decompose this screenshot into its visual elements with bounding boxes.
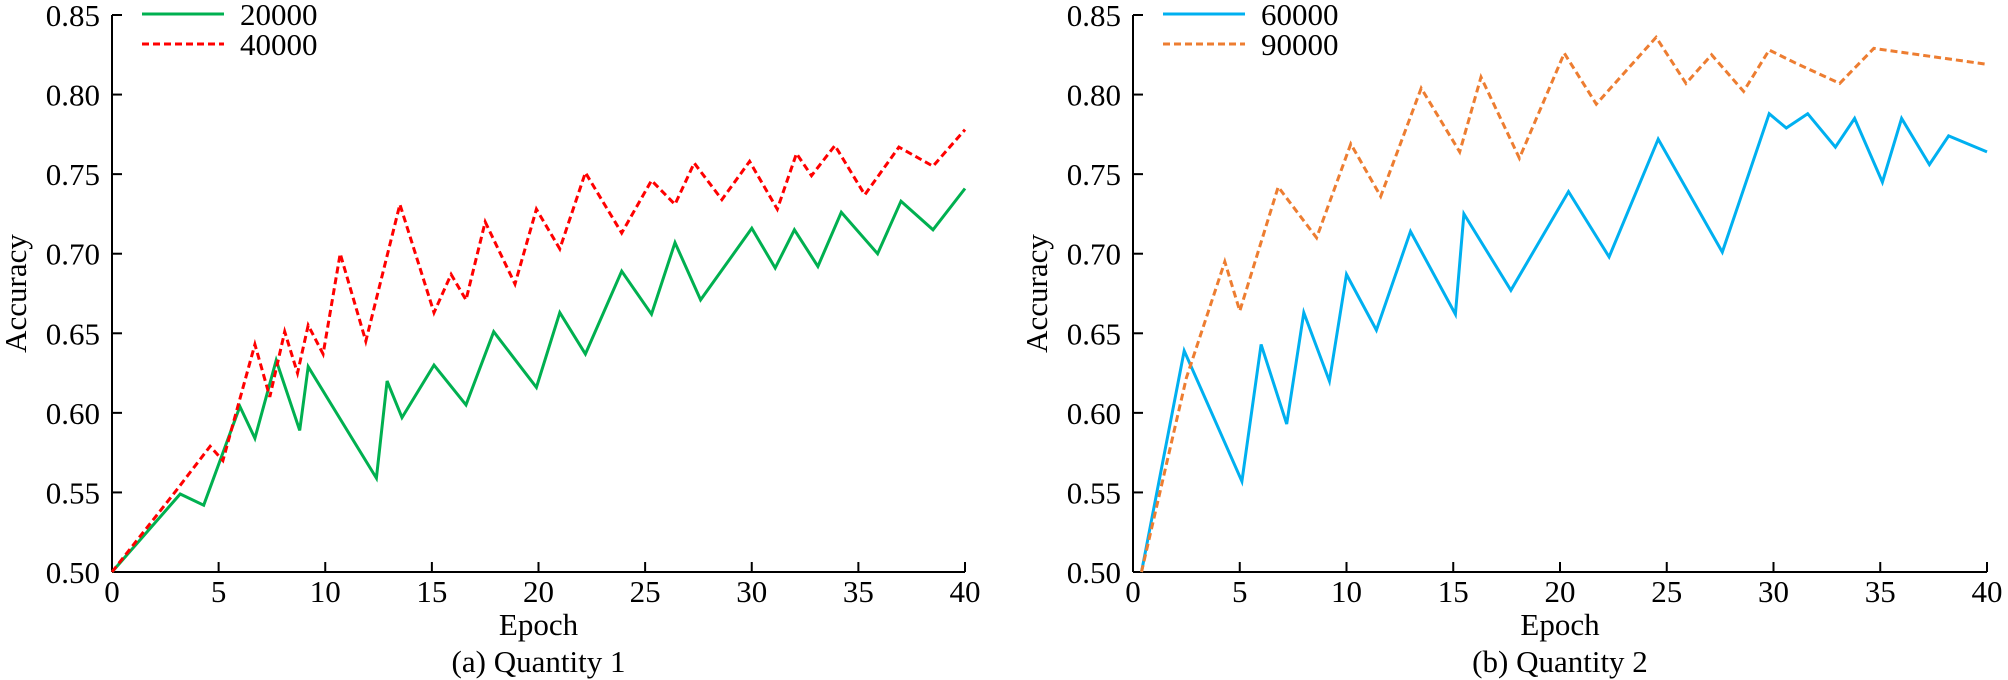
legend-label-90000: 90000	[1261, 27, 1339, 62]
x-tick-label: 0	[1125, 574, 1141, 609]
x-tick-label: 20	[523, 574, 554, 609]
x-tick-label: 30	[1758, 574, 1789, 609]
x-tick-label: 40	[950, 574, 981, 609]
y-tick-label: 0.50	[1067, 555, 1121, 590]
y-axis-title: Accuracy	[0, 234, 33, 353]
x-tick-label: 35	[843, 574, 874, 609]
y-tick-label: 0.70	[1067, 237, 1121, 272]
x-tick-label: 20	[1545, 574, 1576, 609]
x-tick-label: 10	[310, 574, 341, 609]
x-tick-label: 15	[416, 574, 447, 609]
x-axis-title: Epoch	[499, 607, 579, 642]
x-tick-label: 25	[1651, 574, 1682, 609]
y-tick-label: 0.50	[46, 555, 100, 590]
x-tick-label: 0	[104, 574, 120, 609]
y-tick-label: 0.80	[46, 78, 100, 113]
series-line-20000	[110, 187, 967, 573]
x-tick-label: 25	[630, 574, 661, 609]
x-axis-title: Epoch	[1520, 607, 1600, 642]
x-tick-label: 40	[1972, 574, 2003, 609]
y-tick-label: 0.60	[1067, 396, 1121, 431]
y-tick-label: 0.60	[46, 396, 100, 431]
series-line-40000	[110, 128, 967, 573]
legend-label-40000: 40000	[240, 27, 318, 62]
y-tick-label: 0.55	[1067, 475, 1121, 510]
y-tick-label: 0.65	[1067, 316, 1121, 351]
x-tick-label: 35	[1865, 574, 1896, 609]
y-tick-label: 0.85	[1067, 0, 1121, 33]
legend-label-60000: 60000	[1261, 0, 1339, 32]
legend-label-20000: 20000	[240, 0, 318, 32]
y-axis-title: Accuracy	[1019, 234, 1054, 353]
y-tick-label: 0.55	[46, 475, 100, 510]
y-tick-label: 0.65	[46, 316, 100, 351]
x-tick-label: 5	[1232, 574, 1248, 609]
series-line-90000	[1140, 34, 1988, 573]
y-tick-label: 0.80	[1067, 78, 1121, 113]
x-tick-label: 5	[211, 574, 227, 609]
x-tick-label: 15	[1438, 574, 1469, 609]
y-tick-label: 0.75	[1067, 157, 1121, 192]
x-tick-label: 30	[736, 574, 767, 609]
series-line-60000	[1140, 111, 1988, 573]
y-tick-label: 0.75	[46, 157, 100, 192]
chart-caption: (b) Quantity 2	[1472, 644, 1648, 679]
chart-panel-b: 0.50 0.55 0.60 0.65 0.70 0.75 0.80 0.85 0 5 10 15 20…	[1019, 0, 2003, 679]
x-tick-label: 10	[1331, 574, 1362, 609]
chart-panel-a: 0.50 0.55 0.60 0.65 0.70 0.75 0.80 0.85 0 5 10 15 20…	[0, 0, 981, 679]
y-tick-label: 0.70	[46, 237, 100, 272]
chart-caption: (a) Quantity 1	[452, 644, 626, 679]
y-tick-label: 0.85	[46, 0, 100, 33]
